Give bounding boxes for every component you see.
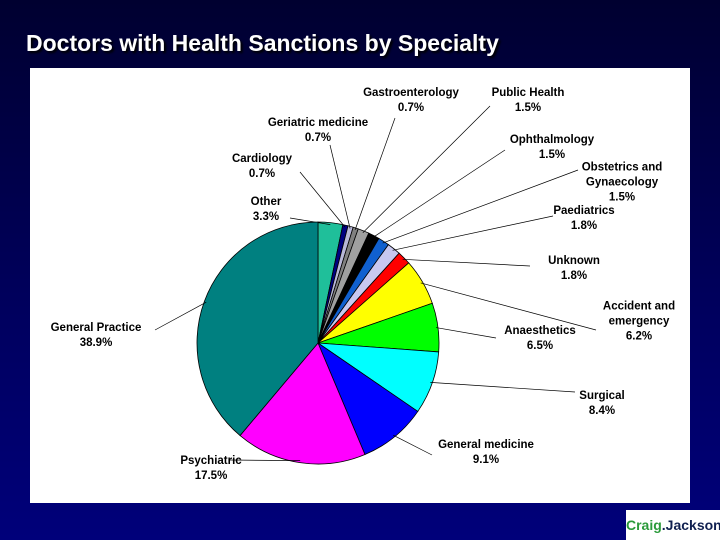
- slice-label: Obstetrics and Gynaecology 1.5%: [567, 161, 677, 206]
- slice-label: Surgical 8.4%: [557, 389, 647, 419]
- pie-slice: [239, 342, 366, 465]
- value-label: 3.3%: [252, 211, 280, 223]
- value-label: 0.7%: [397, 102, 425, 114]
- leader-line: [392, 215, 554, 251]
- slice-label: Geriatric medicine 0.7%: [258, 116, 378, 146]
- slice-label: General Practice 38.9%: [21, 321, 171, 351]
- slice-label: Anaesthetics 6.5%: [485, 324, 595, 354]
- logo-second: .Jackson: [661, 517, 720, 533]
- category-label: Other: [250, 196, 282, 208]
- value-label: 9.1%: [472, 454, 500, 466]
- category-label: Surgical: [579, 390, 625, 402]
- slice-label: Paediatrics 1.8%: [539, 204, 629, 234]
- category-label: Accident and emergency: [602, 300, 676, 328]
- leader-line: [402, 258, 531, 267]
- leader-line: [430, 382, 576, 393]
- value-label: 0.7%: [248, 168, 276, 180]
- category-label: Paediatrics: [553, 205, 615, 217]
- leader-line: [393, 434, 433, 456]
- category-label: Geriatric medicine: [267, 117, 369, 129]
- leader-line: [299, 171, 346, 228]
- leader-line: [354, 117, 396, 231]
- slice-label: Ophthalmology 1.5%: [497, 133, 607, 163]
- value-label: 0.7%: [304, 132, 332, 144]
- slice-label: Psychiatric 17.5%: [166, 454, 256, 484]
- value-label: 1.5%: [514, 102, 542, 114]
- category-label: Gastroenterology: [363, 87, 459, 99]
- value-label: 6.2%: [625, 330, 653, 343]
- slice-label: Other 3.3%: [236, 195, 296, 225]
- leader-line: [289, 217, 331, 225]
- value-label: 38.9%: [79, 337, 113, 349]
- value-label: 1.8%: [560, 270, 588, 282]
- leader-line: [229, 459, 301, 462]
- value-label: 17.5%: [194, 470, 228, 482]
- category-label: Psychiatric: [180, 455, 242, 467]
- chart-title: Doctors with Health Sanctions by Special…: [26, 30, 499, 56]
- leader-line: [154, 301, 207, 331]
- category-label: Cardiology: [231, 153, 293, 165]
- category-label: General medicine: [438, 439, 534, 451]
- leader-line: [382, 169, 579, 244]
- slice-label: Accident and emergency 6.2%: [589, 300, 689, 345]
- leader-line: [372, 149, 506, 238]
- category-label: Obstetrics and Gynaecology: [581, 161, 663, 189]
- value-label: 1.5%: [538, 149, 566, 161]
- slice-label: Cardiology 0.7%: [217, 152, 307, 182]
- leader-line: [329, 144, 351, 229]
- leader-line: [362, 105, 491, 234]
- value-label: 1.8%: [570, 220, 598, 232]
- category-label: General Practice: [50, 322, 142, 334]
- slice-label: Public Health 1.5%: [473, 86, 583, 116]
- category-label: Unknown: [548, 255, 600, 267]
- slice-label: Unknown 1.8%: [529, 254, 619, 284]
- category-label: Public Health: [491, 87, 565, 99]
- slice-label: General medicine 9.1%: [416, 438, 556, 468]
- logo: Craig.Jackson: [626, 510, 720, 540]
- leader-line: [420, 282, 597, 331]
- category-label: Anaesthetics: [504, 325, 576, 337]
- value-label: 6.5%: [526, 340, 554, 352]
- value-label: 1.5%: [608, 191, 636, 204]
- slice-label: Gastroenterology 0.7%: [351, 86, 471, 116]
- category-label: Ophthalmology: [509, 134, 595, 146]
- value-label: 8.4%: [588, 405, 616, 417]
- logo-first: Craig: [626, 517, 662, 533]
- pie-slice: [196, 221, 319, 437]
- leader-line: [435, 327, 497, 339]
